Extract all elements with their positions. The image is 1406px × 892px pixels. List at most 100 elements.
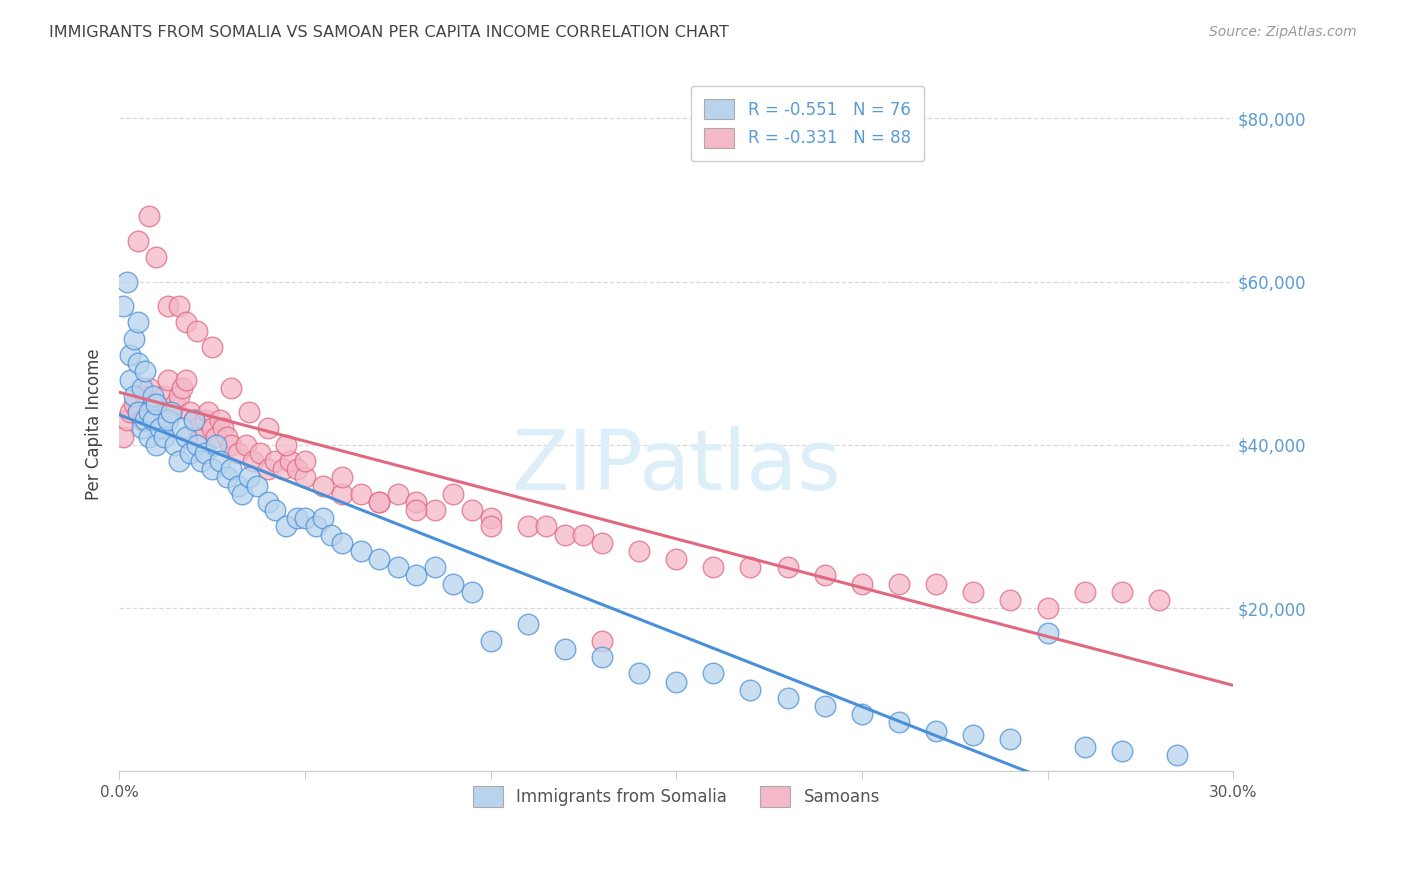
Point [479, 519, 502, 533]
Point [138, 209, 160, 223]
Point [1111, 744, 1133, 758]
Point [174, 430, 197, 444]
Point [156, 413, 179, 427]
Point [925, 723, 948, 738]
Point [127, 405, 149, 419]
Point [149, 413, 172, 427]
Point [572, 527, 595, 541]
Point [776, 690, 799, 705]
Point [628, 666, 651, 681]
Point [111, 430, 134, 444]
Point [120, 405, 142, 419]
Point [153, 430, 176, 444]
Point [172, 421, 194, 435]
Point [246, 478, 269, 492]
Point [591, 650, 613, 665]
Point [740, 560, 762, 574]
Point [153, 389, 176, 403]
Point [115, 275, 138, 289]
Point [120, 348, 142, 362]
Point [319, 527, 342, 541]
Y-axis label: Per Capita Income: Per Capita Income [86, 349, 103, 500]
Point [183, 413, 205, 427]
Point [702, 666, 724, 681]
Point [628, 544, 651, 558]
Point [190, 430, 212, 444]
Point [405, 495, 427, 509]
Text: IMMIGRANTS FROM SOMALIA VS SAMOAN PER CAPITA INCOME CORRELATION CHART: IMMIGRANTS FROM SOMALIA VS SAMOAN PER CA… [49, 25, 730, 40]
Point [1036, 625, 1059, 640]
Point [115, 413, 138, 427]
Point [208, 413, 231, 427]
Point [238, 470, 260, 484]
Point [516, 519, 538, 533]
Point [145, 438, 167, 452]
Point [287, 511, 309, 525]
Point [554, 527, 576, 541]
Point [145, 250, 167, 264]
Point [330, 470, 353, 484]
Point [516, 617, 538, 632]
Point [312, 478, 335, 492]
Text: ZIPatlas: ZIPatlas [512, 425, 841, 507]
Point [1000, 593, 1022, 607]
Point [160, 405, 183, 419]
Point [122, 389, 145, 403]
Point [131, 413, 153, 427]
Point [219, 462, 242, 476]
Point [423, 560, 446, 574]
Point [405, 568, 427, 582]
Point [276, 438, 298, 452]
Point [120, 372, 142, 386]
Point [665, 552, 688, 566]
Point [294, 454, 316, 468]
Point [201, 462, 224, 476]
Point [142, 397, 165, 411]
Point [226, 446, 249, 460]
Point [215, 470, 238, 484]
Point [160, 405, 183, 419]
Point [204, 438, 226, 452]
Point [179, 446, 201, 460]
Point [1147, 593, 1170, 607]
Point [591, 536, 613, 550]
Point [461, 584, 484, 599]
Point [349, 544, 371, 558]
Point [814, 699, 837, 714]
Point [776, 560, 799, 574]
Point [167, 454, 190, 468]
Point [235, 438, 257, 452]
Point [461, 503, 484, 517]
Point [197, 405, 219, 419]
Point [278, 454, 301, 468]
Point [194, 446, 217, 460]
Point [212, 421, 235, 435]
Point [554, 641, 576, 656]
Point [294, 511, 316, 525]
Point [264, 454, 287, 468]
Point [219, 381, 242, 395]
Point [138, 405, 160, 419]
Point [368, 495, 391, 509]
Point [127, 356, 149, 370]
Point [294, 470, 316, 484]
Point [127, 234, 149, 248]
Point [238, 405, 260, 419]
Point [242, 454, 264, 468]
Point [256, 421, 278, 435]
Point [183, 413, 205, 427]
Point [349, 487, 371, 501]
Point [271, 462, 294, 476]
Point [186, 438, 208, 452]
Point [186, 324, 208, 338]
Point [179, 405, 201, 419]
Point [134, 413, 156, 427]
Point [122, 332, 145, 346]
Point [194, 413, 217, 427]
Point [219, 438, 242, 452]
Point [172, 381, 194, 395]
Point [387, 560, 409, 574]
Point [138, 381, 160, 395]
Point [264, 503, 287, 517]
Point [138, 430, 160, 444]
